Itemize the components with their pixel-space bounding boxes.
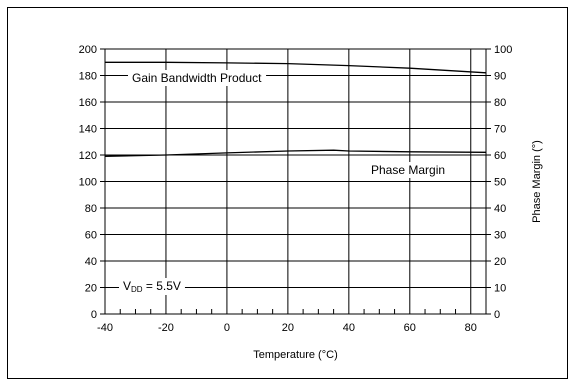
plot-border [104,48,487,315]
x-tick-label: -40 [97,322,113,334]
right-tick-label: 70 [494,124,506,136]
chart-axes [100,48,491,315]
vdd-value: = 5.5V [143,279,181,293]
right-tick-label: 0 [494,309,500,321]
x-tick-label: 20 [282,322,294,334]
right-tick-label: 30 [494,230,506,242]
series-line [105,61,487,74]
left-tick-label: 160 [79,97,97,109]
left-tick-label: 180 [79,71,97,83]
left-tick-label: 200 [79,44,97,56]
left-tick-label: 100 [79,177,97,189]
right-axis-title: Phase Margin (°) [531,140,543,223]
x-tick-label: 0 [224,322,230,334]
series-line [104,149,487,157]
right-tick-label: 80 [494,97,506,109]
x-tick-label: 80 [465,322,477,334]
vdd-main: V [123,279,131,293]
x-tick-label: -20 [158,322,174,334]
left-tick-label: 60 [85,230,97,242]
vdd-label-background [119,278,185,295]
right-tick-label: 50 [494,177,506,189]
pm-label-background [367,162,450,178]
left-tick-label: 0 [91,309,97,321]
chart-labels: 0204060801001201401601802000102030405060… [79,44,513,334]
chart-grid [105,49,486,314]
gbwp-label-background [128,70,267,86]
right-tick-label: 10 [494,283,506,295]
left-tick-label: 40 [85,256,97,268]
right-tick-label: 90 [494,71,506,83]
left-tick-label: 120 [79,150,97,162]
x-tick-label: 40 [343,322,355,334]
left-tick-label: 80 [85,203,97,215]
right-tick-label: 20 [494,256,506,268]
chart-series [104,61,487,157]
left-tick-label: 20 [85,283,97,295]
left-tick-label: 140 [79,124,97,136]
vdd-annotation: VDD = 5.5V [123,279,181,294]
x-axis-title: Temperature (°C) [253,349,337,361]
vdd-subscript: DD [131,285,143,294]
x-tick-label: 60 [404,322,416,334]
right-tick-label: 60 [494,150,506,162]
pm-series-label: Phase Margin [371,163,445,177]
gbwp-series-label: Gain Bandwidth Product [132,71,262,85]
right-tick-label: 40 [494,203,506,215]
right-tick-label: 100 [494,44,512,56]
